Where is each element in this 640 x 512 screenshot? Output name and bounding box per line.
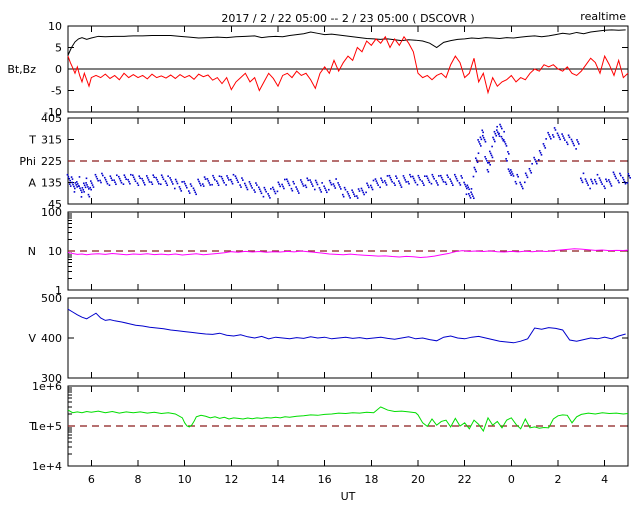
x-tick-label: 8 bbox=[135, 473, 142, 486]
x-tick-label: 2 bbox=[555, 473, 562, 486]
x-tick-label: 12 bbox=[224, 473, 238, 486]
y-tick-label: 10 bbox=[48, 245, 62, 258]
y-tick-label: -10 bbox=[44, 106, 62, 119]
x-tick-label: 4 bbox=[601, 473, 608, 486]
y-tick-label: 1e+4 bbox=[32, 460, 62, 473]
series-V bbox=[67, 308, 626, 344]
panel-axis-name: A bbox=[28, 177, 36, 190]
y-tick-label: 1e+6 bbox=[32, 380, 62, 393]
series-N bbox=[67, 248, 629, 259]
panel-axis-name: T bbox=[28, 420, 36, 433]
panel-velocity: 500 400 300 bbox=[41, 292, 629, 385]
y-tick-label: 10 bbox=[48, 20, 62, 33]
series-T bbox=[67, 406, 629, 433]
panel-axis-name: N bbox=[28, 245, 36, 258]
x-axis-label: UT bbox=[341, 490, 356, 503]
x-tick-label: 6 bbox=[88, 473, 95, 486]
panel-axis-name: Bt,Bz bbox=[7, 63, 36, 76]
y-tick-label: 1 bbox=[55, 284, 62, 297]
y-tick-label: 5 bbox=[55, 42, 62, 55]
series-Bt bbox=[67, 29, 626, 56]
panel-magnetic-field: 10 5 0 -5 -10 bbox=[44, 20, 629, 119]
panel-phi-angle: 405 315 225 135 45 bbox=[41, 112, 631, 211]
y-tick-label: 135 bbox=[41, 177, 62, 190]
panel-temperature: 1e+6 1e+5 1e+4 bbox=[32, 380, 629, 473]
y-tick-label: 45 bbox=[48, 198, 62, 211]
plot-title: 2017 / 2 / 22 05:00 -- 2 / 23 05:00 ( DS… bbox=[221, 12, 474, 25]
panel-density: 100 10 1 bbox=[41, 206, 629, 297]
x-tick-label: 22 bbox=[458, 473, 472, 486]
x-tick-label: 14 bbox=[271, 473, 285, 486]
series-Bz bbox=[67, 35, 629, 95]
y-tick-label: 400 bbox=[41, 332, 62, 345]
x-tick-label: 18 bbox=[364, 473, 378, 486]
y-tick-label: 0 bbox=[55, 63, 62, 76]
y-tick-label: 100 bbox=[41, 206, 62, 219]
x-tick-label: 20 bbox=[411, 473, 425, 486]
panel-axis-name: Phi bbox=[19, 155, 36, 168]
x-tick-label: 0 bbox=[508, 473, 515, 486]
y-tick-label: 225 bbox=[41, 155, 62, 168]
y-tick-label: -5 bbox=[51, 85, 62, 98]
y-tick-label: 1e+5 bbox=[32, 420, 62, 433]
panel-axis-name: T bbox=[28, 134, 36, 147]
y-tick-label: 500 bbox=[41, 292, 62, 305]
panel-group: Bt,Bz1050-5-10TPhiA40531522513545N100101… bbox=[7, 20, 631, 486]
series-Phi bbox=[66, 123, 631, 200]
y-tick-label: 405 bbox=[41, 112, 62, 125]
x-tick-label: 10 bbox=[178, 473, 192, 486]
y-tick-label: 315 bbox=[41, 134, 62, 147]
realtime-status-label: realtime bbox=[580, 10, 626, 23]
y-tick-label: 300 bbox=[41, 372, 62, 385]
x-tick-label: 16 bbox=[318, 473, 332, 486]
panel-axis-name: V bbox=[28, 332, 36, 345]
